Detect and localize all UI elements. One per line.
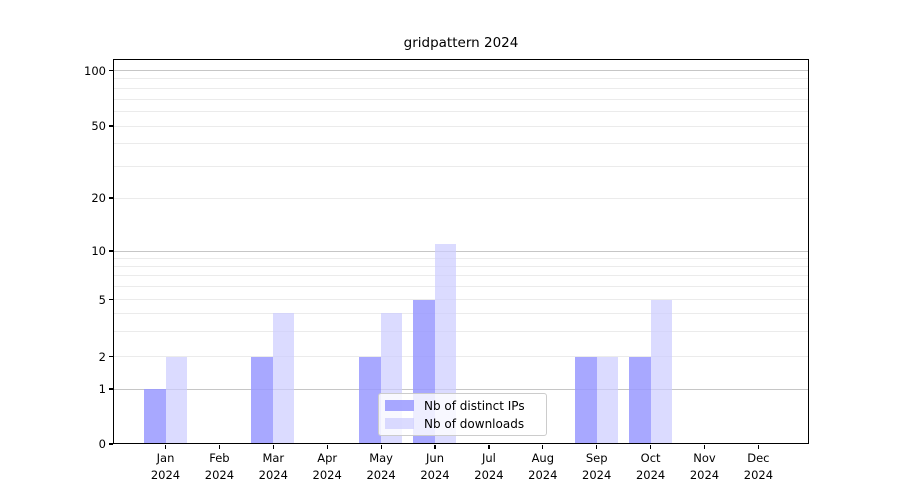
y-tick-label-2: 2 bbox=[98, 349, 106, 364]
y-tick-mark bbox=[108, 250, 113, 252]
gridline-minor-4 bbox=[113, 312, 809, 314]
legend-swatch-downloads bbox=[385, 418, 414, 429]
y-tick-mark bbox=[108, 355, 113, 358]
x-tick-mark bbox=[434, 444, 436, 449]
x-tick-mark bbox=[164, 444, 167, 449]
chart-title: gridpattern 2024 bbox=[403, 35, 519, 51]
x-tick-label-jun: Jun 2024 bbox=[420, 451, 450, 482]
x-tick-label-oct: Oct 2024 bbox=[635, 451, 666, 482]
y-tick-label-10: 10 bbox=[91, 244, 106, 258]
gridline-minor-70 bbox=[113, 98, 809, 100]
x-tick-label-mar: Mar 2024 bbox=[258, 451, 288, 482]
x-tick-mark bbox=[542, 444, 544, 449]
x-tick-label-aug: Aug 2024 bbox=[528, 451, 558, 482]
y-tick-mark bbox=[108, 443, 113, 445]
gridline-minor-9 bbox=[113, 257, 809, 259]
bar-distinct-ips-mar bbox=[251, 356, 274, 444]
x-tick-label-feb: Feb 2024 bbox=[204, 451, 235, 482]
plot-area: Nb of distinct IPs Nb of downloads bbox=[113, 59, 809, 444]
bar-downloads-oct bbox=[650, 299, 672, 444]
gridline-minor-7 bbox=[113, 275, 809, 277]
legend-label-distinct-ips: Nb of distinct IPs bbox=[424, 398, 525, 413]
legend-label-downloads: Nb of downloads bbox=[424, 416, 525, 431]
x-tick-label-jan: Jan 2024 bbox=[150, 451, 181, 482]
gridline-minor-3 bbox=[113, 330, 809, 332]
y-tick-label-0: 0 bbox=[98, 437, 106, 451]
bar-downloads-jan bbox=[165, 356, 187, 444]
y-tick-label-100: 100 bbox=[84, 63, 106, 78]
x-tick-mark bbox=[650, 444, 652, 449]
x-tick-mark bbox=[488, 444, 490, 449]
y-tick-label-5: 5 bbox=[98, 292, 106, 307]
legend-swatch-distinct-ips bbox=[385, 400, 414, 411]
y-tick-mark bbox=[108, 69, 113, 72]
legend-row-downloads: Nb of downloads bbox=[385, 417, 540, 431]
gridline-minor-80 bbox=[113, 87, 809, 89]
gridline-minor-20 bbox=[113, 197, 809, 199]
gridline-minor-8 bbox=[113, 266, 809, 268]
gridline-minor-40 bbox=[113, 143, 809, 145]
y-tick-label-20: 20 bbox=[91, 191, 106, 205]
legend-row-distinct-ips: Nb of distinct IPs bbox=[385, 399, 540, 413]
gridline-minor-6 bbox=[113, 286, 809, 288]
y-tick-mark bbox=[108, 388, 113, 390]
gridline-major-10 bbox=[113, 250, 809, 252]
gridline-minor-90 bbox=[113, 78, 809, 80]
gridline-major-1 bbox=[113, 388, 809, 390]
gridline-minor-2 bbox=[113, 356, 809, 357]
x-tick-label-sep: Sep 2024 bbox=[582, 451, 612, 482]
bar-downloads-mar bbox=[273, 313, 295, 444]
bar-distinct-ips-sep bbox=[574, 356, 597, 444]
x-tick-mark bbox=[757, 444, 760, 449]
x-tick-mark bbox=[326, 444, 328, 449]
y-tick-mark bbox=[108, 298, 113, 301]
x-tick-label-nov: Nov 2024 bbox=[689, 451, 720, 482]
y-tick-label-50: 50 bbox=[91, 119, 106, 133]
gridline-minor-5 bbox=[113, 299, 809, 300]
y-tick-label-1: 1 bbox=[98, 382, 106, 396]
gridline-minor-50 bbox=[113, 125, 809, 127]
axes-border bbox=[113, 59, 809, 444]
gridline-major-100 bbox=[113, 70, 809, 71]
x-tick-mark bbox=[703, 444, 706, 449]
y-tick-mark bbox=[108, 197, 113, 199]
gridline-minor-30 bbox=[113, 165, 809, 167]
x-tick-mark bbox=[272, 444, 274, 449]
x-tick-label-may: May 2024 bbox=[366, 451, 396, 482]
y-tick-mark bbox=[108, 125, 113, 127]
x-tick-label-jul: Jul 2024 bbox=[474, 451, 504, 482]
bar-distinct-ips-oct bbox=[628, 356, 651, 444]
bar-distinct-ips-jan bbox=[143, 389, 166, 444]
x-tick-mark bbox=[596, 444, 598, 449]
x-tick-label-apr: Apr 2024 bbox=[312, 451, 342, 482]
bar-distinct-ips-may bbox=[359, 356, 382, 444]
x-tick-mark bbox=[218, 444, 221, 449]
x-tick-label-dec: Dec 2024 bbox=[743, 451, 774, 482]
x-tick-mark bbox=[380, 444, 382, 449]
legend: Nb of distinct IPs Nb of downloads bbox=[378, 393, 547, 436]
bar-downloads-sep bbox=[596, 356, 618, 444]
gridline-minor-60 bbox=[113, 110, 809, 112]
